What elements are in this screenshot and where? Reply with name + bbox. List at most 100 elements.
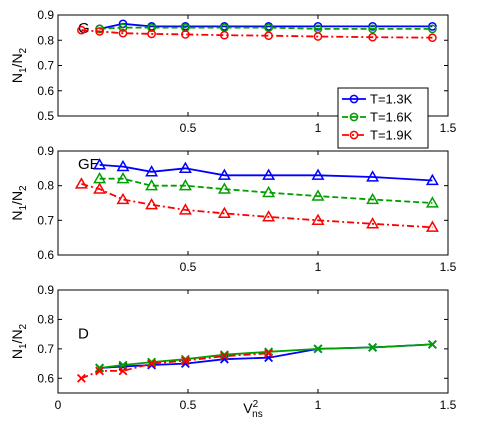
data-point xyxy=(368,24,377,34)
data-point xyxy=(180,356,190,366)
data-point xyxy=(178,203,192,215)
x-tick-label: 0.5 xyxy=(180,260,197,274)
data-point xyxy=(217,182,231,194)
data-point xyxy=(118,23,128,32)
data-point xyxy=(368,32,377,42)
data-point xyxy=(116,192,130,205)
data-point xyxy=(116,159,130,172)
y-axis-label: N1/N2 xyxy=(9,323,29,359)
data-point xyxy=(264,348,274,358)
data-point xyxy=(93,158,107,170)
x-tick-label: 1.5 xyxy=(440,260,457,274)
series-t-1-9k xyxy=(74,177,439,232)
legend-marker xyxy=(349,112,359,122)
x-tick-label: 0.5 xyxy=(180,398,197,412)
legend: T=1.3K T=1.6K T=1.9K xyxy=(337,87,429,149)
y-tick-label: 0.9 xyxy=(37,283,54,297)
panel-label: D xyxy=(78,326,89,343)
x-tick-label: 0.5 xyxy=(180,121,197,135)
y-axis-label: N1/N2 xyxy=(9,47,29,83)
data-point xyxy=(180,354,190,364)
data-point xyxy=(425,220,439,232)
series-line xyxy=(81,29,433,39)
x-tick-label: 1 xyxy=(315,398,322,412)
legend-marker xyxy=(349,94,359,104)
data-point xyxy=(313,22,323,31)
y-tick-label: 0.8 xyxy=(37,179,54,193)
data-point xyxy=(425,196,439,208)
y-tick-label: 0.7 xyxy=(37,59,54,73)
legend-entry: T=1.9K xyxy=(370,128,413,143)
data-point xyxy=(95,27,104,36)
data-point xyxy=(219,350,229,360)
axes-frame xyxy=(57,150,449,256)
y-tick-label: 0.8 xyxy=(37,33,54,47)
y-tick-label: 0.8 xyxy=(37,312,54,326)
data-point xyxy=(311,189,325,201)
data-point xyxy=(95,24,104,34)
data-point xyxy=(428,22,437,31)
data-point xyxy=(116,172,130,184)
data-point xyxy=(262,185,276,198)
y-axis-label: N1/N2 xyxy=(9,185,29,221)
series-line xyxy=(99,26,433,30)
x-tick-label: 1 xyxy=(315,260,322,274)
y-tick-label: 0.6 xyxy=(37,248,54,262)
data-point xyxy=(313,344,323,354)
x-axis-label: V2 ns xyxy=(243,399,262,420)
data-point xyxy=(264,31,273,41)
data-point xyxy=(178,161,192,173)
legend-entry: T=1.6K xyxy=(370,110,413,125)
data-point xyxy=(311,213,325,225)
series-t-1-3k xyxy=(93,158,439,186)
data-point xyxy=(95,363,105,373)
data-point xyxy=(264,347,274,357)
data-point xyxy=(147,23,156,32)
data-point xyxy=(118,366,128,376)
data-point xyxy=(368,342,378,352)
data-point xyxy=(178,178,192,191)
panel-g: 0.5 1 1.5 0.5 0.6 0.7 0.8 0.9 N1/N2 G T=1.3K T=1.6K… xyxy=(9,8,457,149)
data-point xyxy=(425,173,439,186)
y-tick-label: 0.7 xyxy=(37,342,54,356)
x-tick-label: 1 xyxy=(315,121,322,135)
data-point xyxy=(77,25,86,35)
data-point xyxy=(366,217,380,229)
data-point xyxy=(217,206,231,219)
data-point xyxy=(181,30,190,39)
data-point xyxy=(428,33,437,43)
x-tick-label: 1.5 xyxy=(440,121,457,135)
data-point xyxy=(427,340,437,349)
axes-frame xyxy=(57,289,449,394)
legend-marker xyxy=(349,130,359,140)
legend-entry: T=1.3K xyxy=(370,92,413,107)
panel-d: 0 0.5 1 1.5 0.6 0.7 0.8 0.9 N1/N2 D V2 ns xyxy=(9,283,457,420)
data-point xyxy=(219,351,229,361)
series-line xyxy=(99,177,433,204)
y-tick-label: 0.7 xyxy=(37,213,54,227)
y-tick-label: 0.5 xyxy=(37,109,54,123)
x-tick-label: 1.5 xyxy=(440,398,457,412)
series-line xyxy=(99,22,433,30)
data-point xyxy=(95,366,105,376)
data-point xyxy=(217,168,231,180)
data-point xyxy=(118,28,128,38)
y-tick-label: 0.6 xyxy=(37,371,54,385)
panel-label: G xyxy=(78,20,90,37)
data-point xyxy=(147,357,157,367)
data-point xyxy=(366,192,380,205)
data-point xyxy=(311,168,325,180)
data-point xyxy=(145,198,159,210)
y-tick-label: 0.6 xyxy=(37,84,54,98)
series-t-1-6k xyxy=(93,172,439,208)
series-line xyxy=(99,164,433,182)
x-tick-label: 0 xyxy=(55,398,62,412)
series-t-1-9k xyxy=(77,25,437,43)
data-point xyxy=(262,168,276,180)
data-point xyxy=(264,23,273,32)
data-point xyxy=(220,30,229,40)
data-point xyxy=(368,22,377,31)
data-point xyxy=(262,210,276,222)
